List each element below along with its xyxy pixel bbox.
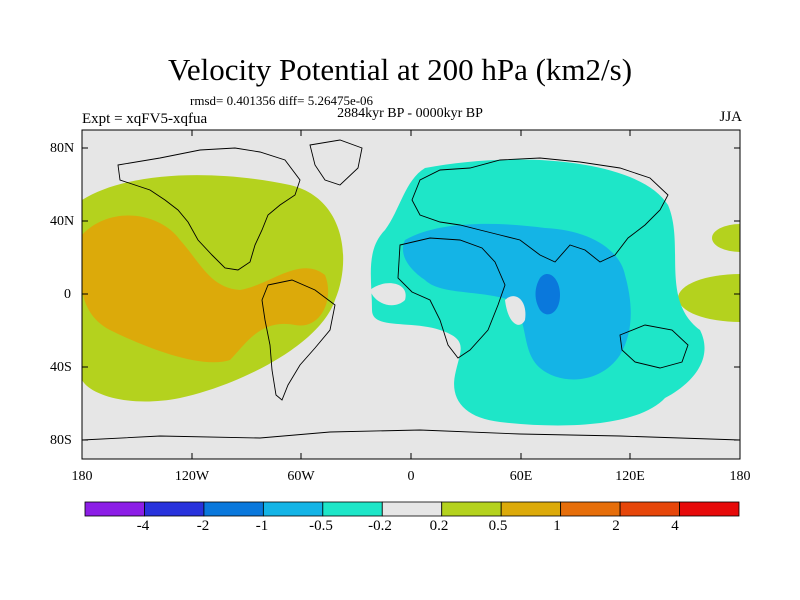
lon-label-60w: 60W [287, 469, 315, 484]
colorbar-box-7 [441, 501, 502, 517]
colorbar-label-4: -0.5 [309, 518, 333, 534]
neutral-gap-arabian-sea [505, 296, 526, 325]
colorbar-label-10: 4 [671, 518, 679, 534]
positive-anomaly-east-pacific [678, 274, 740, 322]
plot-subtitle: 2884kyr BP - 0000kyr BP [337, 106, 483, 121]
positive-anomaly-east-small [712, 224, 740, 252]
colorbar [84, 501, 740, 517]
colorbar-box-5 [322, 501, 383, 517]
lat-label-0: 0 [64, 287, 71, 302]
colorbar-box-6 [381, 501, 443, 517]
colorbar-box-11 [679, 501, 740, 517]
neutral-gap-west-africa [370, 283, 406, 306]
lat-label-80s: 80S [50, 433, 72, 448]
positive-anomaly-mid-region [82, 215, 329, 363]
australia-coast [619, 324, 689, 369]
colorbar-box-9 [560, 501, 621, 517]
lon-label-120w: 120W [174, 469, 210, 484]
season-label: JJA [719, 109, 742, 125]
africa-coast [397, 237, 506, 359]
negative-anomaly-strong-region [535, 274, 560, 315]
colorbar-label-1: -4 [136, 518, 150, 534]
lon-label-120e: 120E [615, 469, 645, 484]
south-america-coast [261, 279, 336, 401]
colorbar-box-10 [619, 501, 680, 517]
colorbar-label-2: -2 [196, 518, 210, 534]
lon-label-180w: 180 [71, 469, 93, 484]
lon-label-180e: 180 [729, 469, 751, 484]
colorbar-label-8: 1 [553, 518, 561, 534]
lat-label-80n: 80N [50, 141, 75, 156]
colorbar-label-3: -1 [255, 518, 269, 534]
north-america-coast [117, 147, 301, 271]
colorbar-box-1 [84, 501, 145, 517]
map-ticks [81, 130, 741, 459]
lat-label-40n: 40N [50, 214, 75, 229]
plot-title: Velocity Potential at 200 hPa (km2/s) [167, 52, 633, 87]
experiment-label: Expt = xqFV5-xqfua [82, 111, 208, 127]
colorbar-box-3 [203, 501, 264, 517]
colorbar-label-7: 0.5 [488, 518, 508, 534]
lat-label-40s: 40S [50, 360, 72, 375]
coastlines [82, 139, 740, 441]
colorbar-label-9: 2 [612, 518, 620, 534]
stats-text: rmsd= 0.401356 diff= 5.26475e-06 [190, 93, 374, 108]
europe-asia-coast [411, 157, 669, 263]
colorbar-label-6: 0.2 [429, 518, 449, 534]
colorbar-box-2 [144, 501, 205, 517]
colorbar-label-5: -0.2 [368, 518, 392, 534]
colorbar-box-8 [500, 501, 562, 517]
antarctica-coast [82, 429, 740, 441]
colorbar-box-4 [262, 501, 324, 517]
lon-label-60e: 60E [509, 469, 533, 484]
lon-label-0: 0 [407, 469, 415, 484]
greenland-coast [309, 139, 363, 186]
